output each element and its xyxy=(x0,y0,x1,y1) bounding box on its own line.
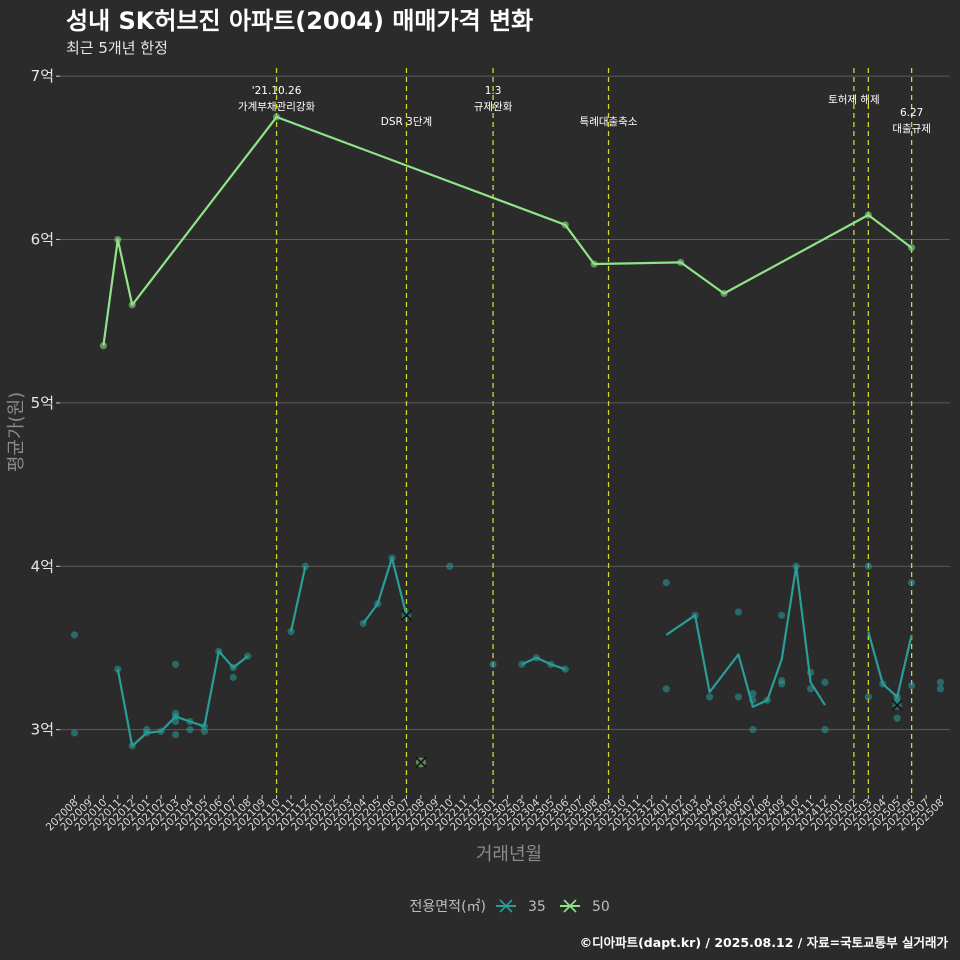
event-label: 6.27 xyxy=(900,107,923,119)
data-point xyxy=(143,726,151,734)
data-point xyxy=(893,714,901,722)
series-layer xyxy=(70,113,945,768)
chart-title: 성내 SK허브진 아파트(2004) 매매가격 변화 xyxy=(66,7,533,35)
event-label: 대출규제 xyxy=(892,123,931,135)
event-label: '21.10.26 xyxy=(252,85,302,97)
chart-subtitle: 최근 5개년 한정 xyxy=(66,39,168,57)
series-50 xyxy=(99,113,916,768)
event-label: 가계부채관리강화 xyxy=(238,101,316,113)
legend-label: 50 xyxy=(592,899,610,915)
data-point xyxy=(936,678,945,686)
event-label: 1.3 xyxy=(485,85,502,97)
event-label: DSR 3단계 xyxy=(381,116,432,128)
event-label: 특례대출축소 xyxy=(580,116,638,128)
legend-title: 전용면적(㎡) xyxy=(410,899,486,915)
data-point xyxy=(778,611,786,619)
legend-label: 35 xyxy=(528,899,546,915)
data-point xyxy=(778,680,786,688)
data-point xyxy=(301,562,310,570)
data-point xyxy=(908,579,916,587)
series-line xyxy=(867,631,913,699)
y-tick-label: 4억 xyxy=(31,557,54,575)
cross-marker-x xyxy=(891,699,903,711)
y-tick-label: 6억 xyxy=(31,231,54,249)
data-point xyxy=(734,608,743,616)
data-point xyxy=(864,693,872,701)
y-axis: 3억 4억 5억 6억 7억 xyxy=(31,67,60,739)
x-axis-title: 거래년월 xyxy=(476,844,542,865)
data-point xyxy=(821,726,829,734)
legend-key-cross xyxy=(563,899,577,913)
data-point xyxy=(200,727,208,735)
data-point xyxy=(70,729,79,737)
source-caption: ©디아파트(dapt.kr) / 2025.08.12 / 자료=국토교통부 실… xyxy=(580,935,949,950)
data-point xyxy=(229,673,237,681)
event-label: 규제완화 xyxy=(474,100,513,113)
series-35 xyxy=(70,554,945,750)
data-point xyxy=(171,660,180,668)
y-tick-label: 7억 xyxy=(31,67,54,85)
data-point xyxy=(561,665,569,673)
series-line xyxy=(362,557,408,625)
data-point xyxy=(489,660,497,668)
data-point xyxy=(446,562,454,570)
y-axis-title: 평균가(원) xyxy=(6,392,27,472)
data-point xyxy=(936,685,945,693)
series-line xyxy=(665,565,826,708)
data-point xyxy=(864,562,872,570)
cross-marker-x xyxy=(415,756,427,768)
data-point xyxy=(705,693,714,701)
cross-marker xyxy=(891,699,903,711)
data-point xyxy=(99,342,107,350)
series-line xyxy=(116,650,249,748)
legend-item-50: 50 xyxy=(560,899,610,915)
cross-marker xyxy=(400,609,413,621)
data-point xyxy=(186,726,194,734)
data-point xyxy=(662,685,670,693)
legend-item-35: 35 xyxy=(496,899,546,915)
data-point xyxy=(821,678,829,686)
y-tick-label: 3억 xyxy=(31,721,54,739)
data-point xyxy=(908,681,916,690)
gridlines xyxy=(60,75,950,731)
cross-marker xyxy=(415,756,427,768)
data-point xyxy=(749,690,757,698)
data-point xyxy=(749,726,757,734)
data-point xyxy=(734,693,743,701)
event-label: 토허제 해제 xyxy=(828,93,880,106)
data-point xyxy=(287,628,295,636)
x-axis: 2020082020092020102020112020122021012021… xyxy=(44,795,947,833)
data-point xyxy=(662,579,670,587)
series-line xyxy=(102,115,913,346)
cross-marker-x xyxy=(400,609,413,621)
series-line xyxy=(289,566,307,632)
legend-key-cross xyxy=(499,899,513,913)
legend: 전용면적(㎡) 35 50 xyxy=(410,899,610,915)
y-tick-label: 5억 xyxy=(31,394,54,412)
data-point xyxy=(171,730,180,739)
series-line xyxy=(521,656,566,671)
data-point xyxy=(70,631,79,639)
legend-items: 35 50 xyxy=(496,899,610,915)
